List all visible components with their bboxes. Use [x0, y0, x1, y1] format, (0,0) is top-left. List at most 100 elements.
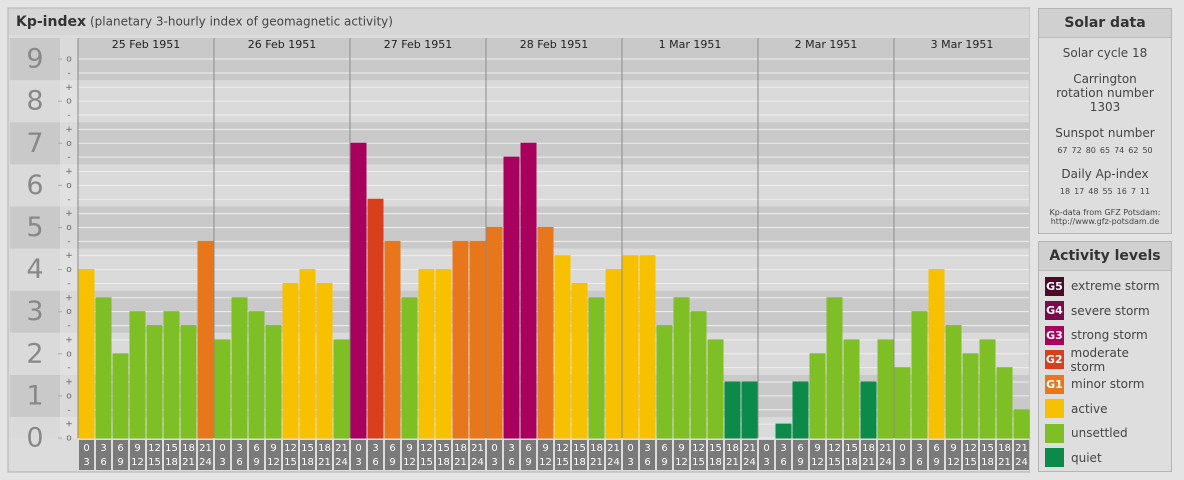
hour-box: [96, 440, 111, 470]
bar: [928, 269, 945, 439]
hour-end: 15: [692, 457, 705, 468]
hour-start: 9: [270, 443, 276, 454]
hour-start: 21: [199, 443, 212, 454]
hour-end: 9: [117, 457, 123, 468]
bar: [180, 325, 197, 439]
hour-box: [113, 440, 128, 470]
hour-end: 24: [607, 457, 620, 468]
hour-end: 12: [539, 457, 552, 468]
hour-start: 12: [964, 443, 977, 454]
bar: [554, 255, 571, 439]
hour-box: [1014, 440, 1029, 470]
bar: [673, 297, 690, 439]
hour-end: 6: [780, 457, 786, 468]
sunspot-value: 65: [1099, 146, 1111, 155]
hour-start: 18: [590, 443, 603, 454]
hour-start: 18: [318, 443, 331, 454]
bar: [775, 423, 792, 439]
bar: [860, 381, 877, 439]
legend-item: G4 severe storm: [1045, 301, 1165, 322]
hour-box: [555, 440, 570, 470]
bar: [894, 367, 911, 439]
hour-start: 6: [933, 443, 939, 454]
bar: [316, 282, 333, 439]
hour-start: 9: [814, 443, 820, 454]
bar: [571, 282, 588, 439]
bar: [78, 269, 95, 439]
hour-end: 21: [590, 457, 603, 468]
bar: [163, 311, 180, 439]
hour-box: [895, 440, 910, 470]
ap-value: 48: [1088, 187, 1099, 196]
legend-item: G2 moderate storm: [1045, 346, 1165, 374]
legend-item: active: [1045, 399, 1165, 420]
hour-end: 9: [797, 457, 803, 468]
sunspot-title: Sunspot number: [1055, 126, 1155, 140]
y-tick-label: 1: [26, 380, 43, 411]
bar: [656, 325, 673, 439]
day-label: 3 Mar 1951: [931, 38, 994, 51]
hour-start: 0: [355, 443, 361, 454]
ap-values: 18 17 48 55 16 7 11: [1039, 187, 1171, 196]
hour-start: 21: [1015, 443, 1028, 454]
minor-tick-label: o: [66, 223, 72, 233]
hour-end: 12: [131, 457, 144, 468]
hour-start: 0: [219, 443, 225, 454]
hour-box: [385, 440, 400, 470]
legend-item: unsettled: [1045, 423, 1165, 444]
hour-box: [419, 440, 434, 470]
legend-swatch: [1045, 423, 1064, 443]
hour-start: 21: [607, 443, 620, 454]
hour-end: 3: [899, 457, 905, 468]
legend-item: G1 minor storm: [1045, 374, 1165, 395]
legend-swatch: G3: [1045, 325, 1064, 345]
legend-label: minor storm: [1071, 377, 1145, 392]
hour-end: 6: [644, 457, 650, 468]
bar: [486, 226, 503, 439]
hour-start: 9: [678, 443, 684, 454]
legend-swatch: [1045, 448, 1064, 468]
day-label: 1 Mar 1951: [659, 38, 722, 51]
bar: [282, 282, 299, 439]
y-tick-label: 2: [26, 338, 43, 369]
legend-label: strong storm: [1071, 328, 1148, 343]
hour-end: 18: [165, 457, 178, 468]
legend-swatch: G2: [1045, 350, 1064, 370]
hour-end: 24: [743, 457, 756, 468]
bar: [333, 339, 350, 439]
bar: [401, 297, 418, 439]
hour-box: [742, 440, 757, 470]
bar: [197, 240, 214, 439]
hour-start: 21: [335, 443, 348, 454]
legend-label: moderate storm: [1070, 345, 1129, 374]
hour-start: 12: [692, 443, 705, 454]
legend: G5 extreme storm G4 severe storm G3 strong st…: [1039, 276, 1171, 468]
ap-value: 18: [1059, 187, 1071, 196]
hour-end: 9: [661, 457, 667, 468]
hour-start: 12: [556, 443, 569, 454]
hour-box: [79, 440, 94, 470]
bar: [537, 226, 554, 439]
hour-start: 18: [182, 443, 195, 454]
ap-value: 11: [1139, 187, 1151, 196]
day-label: 27 Feb 1951: [384, 38, 452, 51]
hour-box: [912, 440, 927, 470]
hour-box: [300, 440, 315, 470]
hour-end: 3: [219, 457, 225, 468]
minor-tick-label: -: [67, 153, 70, 163]
hour-box: [487, 440, 502, 470]
hour-start: 12: [420, 443, 433, 454]
hour-box: [317, 440, 332, 470]
hour-start: 12: [148, 443, 161, 454]
bar: [792, 381, 809, 439]
hour-box: [674, 440, 689, 470]
hour-end: 6: [100, 457, 106, 468]
minor-tick-label: +: [65, 83, 73, 93]
hour-box: [827, 440, 842, 470]
bar: [367, 198, 384, 439]
bar: [469, 240, 486, 439]
hour-start: 18: [454, 443, 467, 454]
solar-title: Solar data: [1039, 9, 1171, 38]
sunspot-value: 67: [1057, 146, 1068, 155]
